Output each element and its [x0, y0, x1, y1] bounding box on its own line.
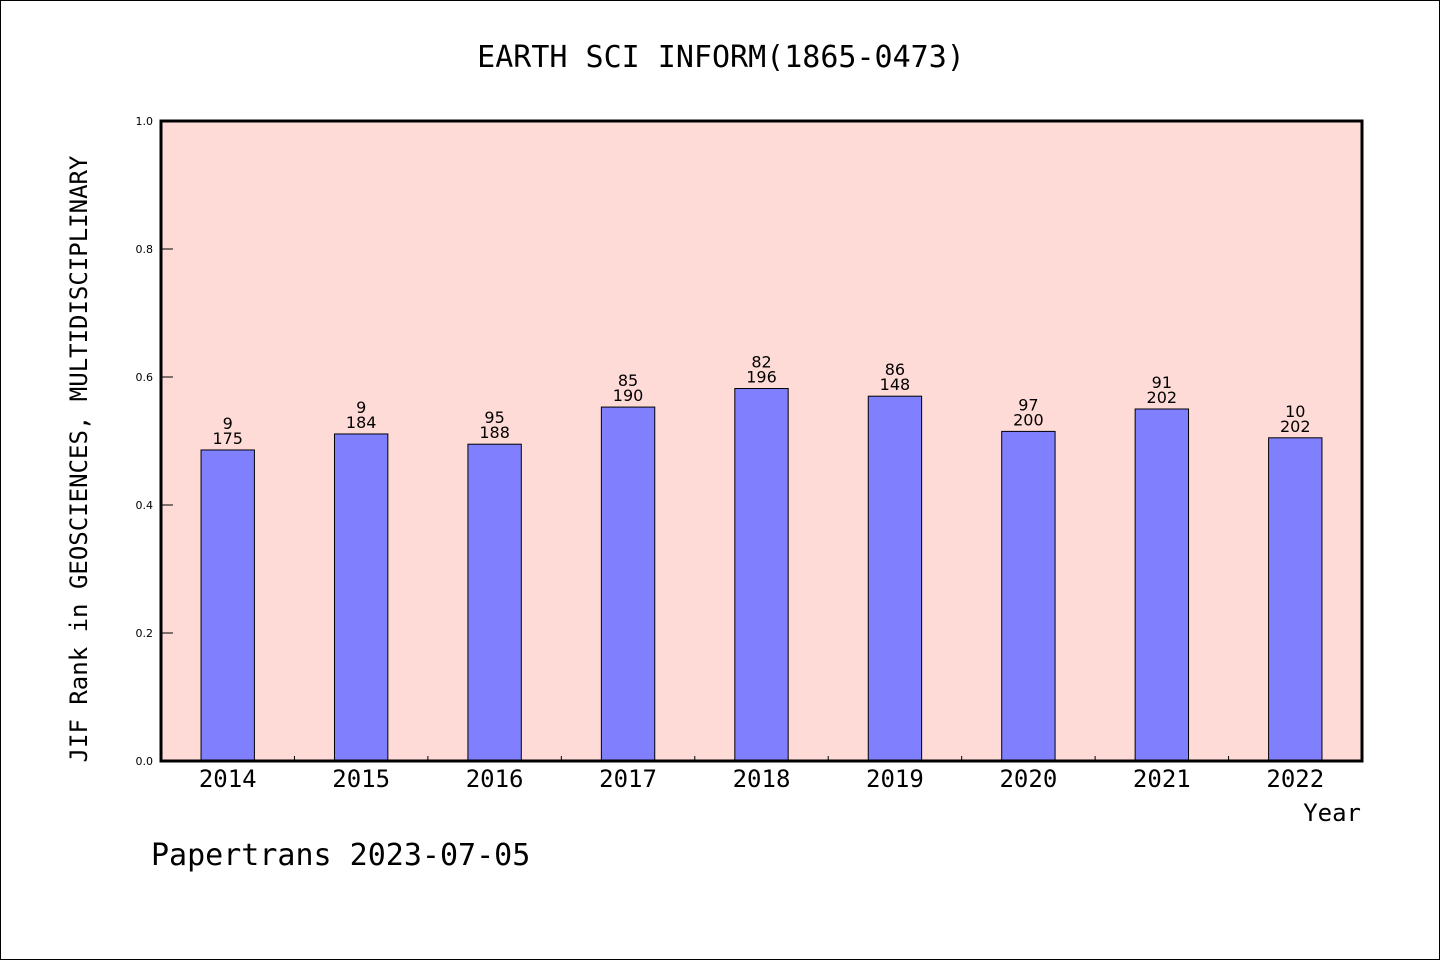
bar-label-bottom-2014: 175: [212, 429, 243, 448]
bar-label-top-2015: 9: [356, 398, 366, 417]
bar-label-top-2022: 10: [1285, 402, 1305, 421]
bar-label-top-2018: 82: [751, 353, 771, 372]
bars-group: [200, 388, 1323, 762]
x-tick-label-2015: 2015: [332, 765, 390, 793]
bar-2015: [333, 433, 389, 762]
footer-credit: Papertrans 2023-07-05: [151, 838, 530, 873]
y-axis-label: JIF Rank in GEOSCIENCES, MULTIDISCIPLINA…: [65, 155, 93, 762]
y-tick-label-3: 0.6: [136, 371, 154, 384]
bar-2017: [600, 406, 656, 762]
bar-label-bottom-2017: 190: [613, 386, 644, 405]
bar-2016: [467, 443, 522, 762]
x-tick-label-2021: 2021: [1133, 765, 1191, 793]
chart-title: EARTH SCI INFORM(1865-0473): [477, 40, 965, 75]
bar-label-bottom-2021: 202: [1147, 388, 1178, 407]
bar-2020: [1001, 430, 1056, 762]
x-tick-label-2014: 2014: [199, 765, 257, 793]
bar-label-bottom-2019: 148: [880, 375, 911, 394]
y-tick-label-1: 0.2: [136, 627, 154, 640]
x-tick-label-2016: 2016: [466, 765, 524, 793]
bar-2022: [1268, 437, 1323, 762]
y-tick-label-4: 0.8: [136, 243, 154, 256]
x-axis-ticks: 2014 2015 2016 2017 2018 2019 2020 2021 2022: [199, 756, 1324, 793]
bar-label-top-2017: 85: [618, 371, 638, 390]
bar-label-bottom-2015: 184: [346, 413, 377, 432]
bar-label-top-2020: 97: [1018, 395, 1038, 414]
bar-2018: [734, 388, 789, 762]
y-tick-label-2: 0.4: [136, 499, 154, 512]
x-tick-label-2018: 2018: [733, 765, 791, 793]
bar-label-top-2014: 9: [223, 414, 233, 433]
y-axis-ticks: 0.0 0.2 0.4 0.6 0.8 1.0: [136, 115, 173, 768]
x-tick-label-2022: 2022: [1266, 765, 1324, 793]
x-tick-label-2017: 2017: [599, 765, 657, 793]
bar-2014: [200, 449, 255, 762]
x-tick-label-2020: 2020: [999, 765, 1057, 793]
plot-border: [159, 119, 1364, 763]
y-tick-label-0: 0.0: [136, 755, 154, 768]
bar-label-top-2021: 91: [1152, 373, 1172, 392]
bar-label-bottom-2020: 200: [1013, 410, 1044, 429]
x-axis-label: Year: [1303, 799, 1361, 827]
bar-2021: [1134, 408, 1190, 762]
bar-label-bottom-2016: 188: [479, 423, 510, 442]
bar-label-bottom-2018: 196: [746, 368, 777, 387]
x-tick-label-2019: 2019: [866, 765, 924, 793]
bar-label-top-2016: 95: [484, 408, 504, 427]
bar-label-bottom-2022: 202: [1280, 417, 1311, 436]
bar-label-top-2019: 86: [885, 360, 905, 379]
bar-2019: [867, 395, 923, 762]
y-tick-label-5: 1.0: [136, 115, 154, 128]
